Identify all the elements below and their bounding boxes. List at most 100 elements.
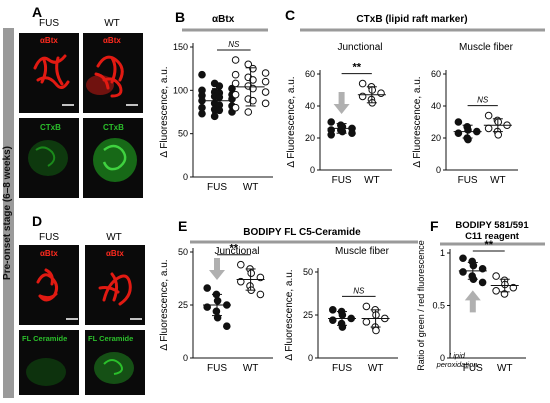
data-point-fus [327,131,336,139]
x-tick-label: FUS [332,175,352,186]
data-point-fus [329,306,337,314]
data-point-fus [223,322,231,331]
panel-d: D FUS WT αBtx αBtx FL Ceramide FL Cerami… [19,213,145,395]
data-point-wt [231,70,240,79]
y-tick-label: 0 [436,165,441,175]
data-point-fus [198,70,206,79]
data-point-wt [244,108,253,116]
micrograph-d-wt-btx-signal [98,272,132,306]
data-point-fus [478,278,487,287]
micrograph-a-fus-btx-signal [33,54,70,89]
data-point-wt [247,269,255,278]
data-point-fus [212,307,221,316]
chart-subtitle: Muscle fiber [335,246,390,257]
data-point-wt [261,77,270,86]
y-axis-label: Δ Fluorescence, a.u. [412,76,423,167]
x-tick-label: WT [243,182,259,193]
panel-c-title: CTxB (lipid raft marker) [356,14,467,25]
micrograph-d-fus-btx [19,245,79,325]
chart-subtitle: Junctional [337,42,382,53]
data-point-wt [377,89,385,97]
data-point-fus [459,254,467,263]
y-tick-label: 60 [431,69,441,79]
stain-label-a-wt-btx: αBtx [103,36,121,45]
micrograph-d-fus-btx-signal [36,268,59,302]
panel-f-header: F BODIPY 581/591 C11 reagent [430,218,545,246]
data-point-fus [213,296,222,305]
micrograph-a-wt-btx [83,33,143,113]
y-tick-label: 25 [178,300,188,310]
y-tick-label: 100 [173,85,188,95]
y-tick-label: 50 [178,247,188,257]
data-point-fus [215,106,224,115]
data-point-fus [348,129,356,137]
down-arrow-icon [209,258,225,281]
data-point-wt [492,287,500,295]
stain-label-d-wt-ceramide: FL Ceramide [88,334,133,343]
data-point-fus [210,112,219,121]
data-point-wt [231,79,240,88]
micrograph-a-fus-btx [19,33,79,113]
chart-panel-b: 0 50 100 150 Δ Fluorescence, a.u. FUS WT NS [159,40,273,193]
data-point-wt [261,99,270,108]
chart-panel-c-junctional: 0 20 40 60 Δ Fluorescence, a.u. FUS WT Junction… [286,42,392,186]
panel-letter-b: B [175,9,185,25]
significance-label: NS [228,40,240,49]
data-point-fus [203,284,211,292]
data-point-fus [327,118,336,126]
y-tick-label: 60 [305,69,315,79]
chart-subtitle: Junctional [214,246,259,257]
stain-label-a-fus-ctxb: CTxB [40,123,61,132]
stain-label-d-fus-btx: αBtx [40,249,58,258]
data-point-wt [256,290,265,299]
data-point-wt [358,92,367,101]
micrograph-d-fus-ceramide-signal [26,358,66,386]
y-tick-label: 50 [178,129,188,139]
data-point-wt [484,111,493,120]
significance-label: NS [353,286,365,295]
x-tick-label: WT [368,363,384,374]
data-point-wt [249,64,257,73]
annotation-lipid: Lipid [449,351,466,360]
x-tick-label: FUS [207,182,227,193]
data-point-wt [231,103,240,112]
down-arrow-icon [333,92,350,114]
panel-b-header: B αBtx [175,9,268,32]
y-tick-label: 50 [303,267,313,277]
panel-letter-e: E [178,218,187,234]
data-point-fus [198,109,206,118]
y-axis-label: Δ Fluorescence, a.u. [286,76,297,167]
data-point-wt [362,302,371,311]
panel-c-header: C CTxB (lipid raft marker) [285,7,545,32]
chart-subtitle: Muscle fiber [459,42,514,53]
y-tick-label: 20 [431,133,441,143]
data-point-wt [261,88,270,96]
y-axis-label: Δ Fluorescence, a.u. [159,66,170,157]
significance-label: ** [230,243,239,255]
y-tick-label: 0 [440,353,445,363]
panel-e-title: BODIPY FL C5-Ceramide [243,227,361,238]
y-tick-label: 0.5 [432,301,445,311]
up-arrow-icon [464,290,481,313]
data-point-wt [249,96,257,105]
panel-letter-d: D [32,213,42,229]
data-point-wt [358,79,367,88]
y-tick-label: 20 [305,133,315,143]
data-point-fus [469,261,478,270]
y-tick-label: 1 [440,248,445,258]
x-tick-label: FUS [458,175,478,186]
col-label-d-wt: WT [106,232,122,243]
micrograph-d-wt-ceramide-signal [94,352,134,384]
chart-panel-e-junctional: 0 25 50 Δ Fluorescence, a.u. FUS WT Junctional… [159,243,273,374]
y-tick-label: 0 [308,353,313,363]
x-tick-label: WT [497,363,513,374]
y-tick-label: 150 [173,42,188,52]
y-tick-label: 25 [303,310,313,320]
data-point-fus [338,127,347,136]
chart-panel-f: 0 0.5 1 Ratio of green / red fluorescence FU… [416,239,526,374]
data-point-wt [494,131,503,139]
data-point-fus [454,129,463,137]
panel-letter-a: A [32,4,42,20]
y-axis-label: Δ Fluorescence, a.u. [284,269,295,360]
